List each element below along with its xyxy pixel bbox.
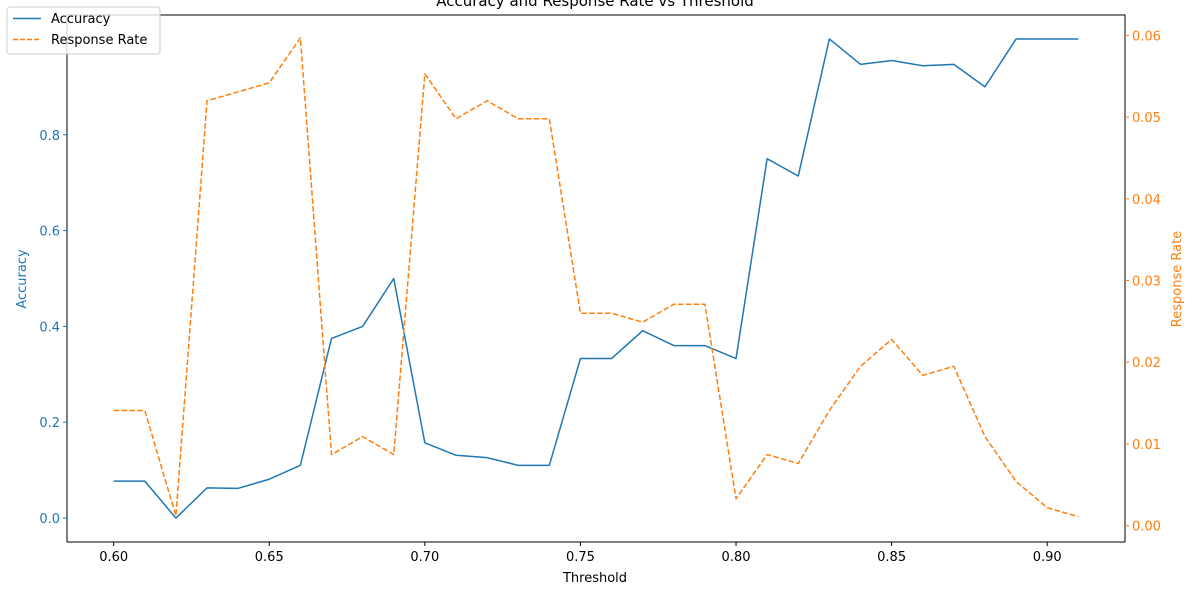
y-left-axis-label: Accuracy — [15, 249, 30, 309]
x-tick-label: 0.75 — [566, 550, 595, 565]
legend-accuracy-label: Accuracy — [51, 12, 111, 27]
y-right-axis-label: Response Rate — [1170, 231, 1185, 327]
x-tick-label: 0.85 — [877, 550, 906, 565]
y-right-tick-label: 0.01 — [1132, 438, 1161, 453]
accuracy-series-line — [113, 38, 1079, 519]
x-tick-label: 0.80 — [722, 550, 751, 565]
y-right-tick-label: 0.03 — [1132, 275, 1161, 290]
x-tick-label: 0.70 — [410, 550, 439, 565]
y-right-tick-label: 0.00 — [1132, 520, 1161, 535]
chart-title: Accuracy and Response Rate vs Threshold — [436, 0, 754, 10]
plot-lines — [113, 37, 1079, 519]
legend-response-rate-label: Response Rate — [51, 33, 147, 48]
y-right-tick-label: 0.05 — [1132, 111, 1161, 126]
y-left-tick-label: 0.4 — [39, 320, 60, 335]
y-left-tick-label: 0.6 — [39, 225, 60, 240]
response-rate-series-line — [113, 37, 1079, 518]
x-axis-label: Threshold — [562, 571, 627, 586]
x-axis-ticks: 0.60 0.65 0.70 0.75 0.80 0.85 0.90 — [99, 542, 1062, 565]
legend: Accuracy Response Rate — [6, 6, 161, 55]
x-tick-label: 0.90 — [1033, 550, 1062, 565]
y-right-tick-label: 0.02 — [1132, 356, 1161, 371]
y-right-tick-label: 0.06 — [1132, 29, 1161, 44]
y-right-axis-ticks: 0.00 0.01 0.02 0.03 0.04 0.05 0.06 — [1125, 29, 1161, 535]
y-left-tick-label: 0.2 — [39, 416, 60, 431]
plot-frame — [66, 14, 1126, 543]
y-right-tick-label: 0.04 — [1132, 193, 1161, 208]
legend-box — [6, 6, 161, 55]
x-tick-label: 0.65 — [255, 550, 284, 565]
y-left-tick-label: 0.0 — [39, 512, 60, 527]
x-tick-label: 0.60 — [99, 550, 128, 565]
y-left-tick-label: 0.8 — [39, 129, 60, 144]
y-left-axis-ticks: 0.0 0.2 0.4 0.6 0.8 — [39, 129, 67, 527]
